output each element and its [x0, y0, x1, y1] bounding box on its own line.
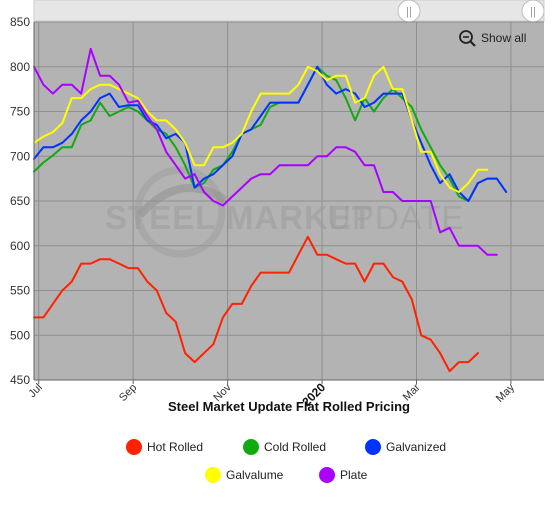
series-line-galvanized[interactable]	[33, 65, 508, 202]
legend-item-hot-rolled[interactable]: Hot Rolled	[126, 439, 203, 455]
y-tick-label: 550	[10, 284, 30, 298]
y-tick-labels: 450 500 550 600 650 700 750 800 850	[10, 15, 30, 387]
chart-title: Steel Market Update Flat Rolled Pricing	[168, 399, 410, 414]
y-tick-label: 800	[10, 60, 30, 74]
legend-item-galvanized[interactable]: Galvanized	[365, 439, 446, 455]
navigator-handle-left[interactable]: ||	[397, 0, 421, 23]
show-all-button[interactable]: Show all	[459, 30, 526, 47]
x-tick-label: May	[494, 381, 518, 405]
y-tick-label: 700	[10, 149, 30, 163]
legend-item-galvalume[interactable]: Galvalume	[205, 467, 284, 483]
y-tick-label: 850	[10, 15, 30, 29]
y-tick-label: 450	[10, 373, 30, 387]
legend-marker	[319, 467, 335, 483]
legend-marker	[243, 439, 259, 455]
legend-label: Galvanized	[386, 440, 446, 454]
legend-marker	[205, 467, 221, 483]
x-tick-label: Sep	[117, 382, 139, 404]
y-tick-label: 500	[10, 328, 30, 342]
legend-label: Hot Rolled	[147, 440, 203, 454]
legend-label: Galvalume	[226, 468, 284, 482]
range-navigator[interactable]: || ||	[33, 0, 545, 23]
y-tick-label: 750	[10, 105, 30, 119]
legend-marker	[365, 439, 381, 455]
drag-handle-icon: ||	[530, 6, 536, 18]
legend-marker	[126, 439, 142, 455]
series-layer	[33, 47, 508, 373]
series-line-cold-rolled[interactable]	[33, 65, 498, 202]
series-line-galvalume[interactable]	[33, 65, 489, 193]
legend-label: Plate	[340, 468, 368, 482]
navigator-handle-right[interactable]: ||	[521, 0, 545, 23]
y-tick-label: 650	[10, 194, 30, 208]
drag-handle-icon: ||	[406, 6, 412, 18]
show-all-label: Show all	[481, 31, 526, 45]
y-tick-label: 600	[10, 239, 30, 253]
legend-item-cold-rolled[interactable]: Cold Rolled	[243, 439, 326, 455]
series-line-hot-rolled[interactable]	[33, 235, 479, 373]
legend: Hot Rolled Cold Rolled Galvanized Galvalume…	[126, 439, 446, 483]
zoom-out-icon	[459, 30, 476, 47]
legend-label: Cold Rolled	[264, 440, 326, 454]
watermark-text-light: UPDATE	[327, 199, 464, 236]
series-line-plate[interactable]	[33, 47, 498, 256]
legend-item-plate[interactable]: Plate	[319, 467, 368, 483]
navigator-track[interactable]	[33, 0, 545, 22]
watermark-logo: STEEL MARKET UPDATE	[105, 166, 464, 258]
watermark-text-strong: STEEL MARKET	[105, 199, 373, 236]
